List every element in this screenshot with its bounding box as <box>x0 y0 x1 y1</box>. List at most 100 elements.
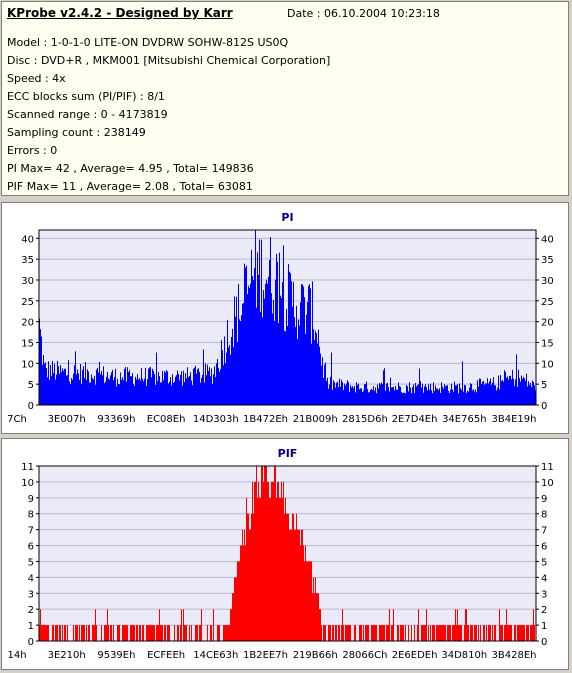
pi-bar <box>505 372 506 405</box>
pi-bar <box>65 368 66 405</box>
pi-xtick-label: 3E007h <box>48 414 86 425</box>
pi-bar <box>146 386 147 405</box>
pi-bar <box>267 283 268 405</box>
pi-bar <box>43 354 44 405</box>
pi-bar <box>425 384 426 405</box>
pi-bar <box>204 382 205 405</box>
pi-bar <box>78 373 79 405</box>
pif-bar <box>363 625 364 641</box>
pif-bar <box>290 529 291 641</box>
pi-bar <box>74 365 75 405</box>
pif-bar <box>501 625 502 641</box>
pif-bar <box>447 625 448 641</box>
pi-bar <box>222 350 223 405</box>
pif-bar <box>408 625 409 641</box>
pi-bar <box>512 369 513 405</box>
pif-bar <box>507 625 508 641</box>
pif-bar <box>453 625 454 641</box>
pi-bar <box>407 386 408 405</box>
pif-bar <box>132 625 133 641</box>
pif-bar <box>296 513 297 641</box>
pif-bar <box>200 625 201 641</box>
pif-bar <box>153 625 154 641</box>
pif-bar <box>375 625 376 641</box>
pi-bar <box>515 379 516 405</box>
pif-bar <box>368 625 369 641</box>
pi-bar <box>529 384 530 405</box>
pif-bar <box>92 625 93 641</box>
pif-bar <box>231 609 232 641</box>
pi-bar <box>392 387 393 405</box>
pi-bar <box>519 378 520 405</box>
pi-xtick-label: 21B009h <box>293 414 338 425</box>
pif-bar <box>434 625 435 641</box>
pif-bar <box>154 625 155 641</box>
pi-bar <box>187 367 188 405</box>
pif-bar <box>130 625 131 641</box>
pif-bar <box>448 625 449 641</box>
pif-bar <box>467 625 468 641</box>
pif-bar <box>452 625 453 641</box>
pi-bar <box>355 392 356 405</box>
pi-bar <box>281 297 282 405</box>
speed-line: Speed : 4x <box>7 72 66 85</box>
pi-bar <box>297 339 298 405</box>
pif-bar <box>252 481 253 641</box>
pi-bar <box>52 360 53 405</box>
pif-bar <box>323 625 324 641</box>
pif-bar <box>52 625 53 641</box>
pif-bar <box>495 625 496 641</box>
pi-xtick-label: 93369h <box>97 414 135 425</box>
pif-bar <box>225 625 226 641</box>
pif-bar <box>313 577 314 641</box>
pi-bar <box>56 374 57 405</box>
pif-ytick-label-left: 7 <box>28 526 34 537</box>
pi-bar <box>61 371 62 405</box>
pi-bar <box>309 284 310 405</box>
info-panel: KProbe v2.4.2 - Designed by Karr Date : … <box>1 1 569 196</box>
pi-ytick-label-left: 20 <box>21 318 34 329</box>
pif-bar <box>237 561 238 641</box>
pif-xtick-label: 28066Ch <box>342 650 387 661</box>
pif-bar <box>256 466 257 641</box>
pif-bar <box>197 625 198 641</box>
pi-bar <box>67 374 68 405</box>
pif-bar <box>266 466 267 641</box>
pif-bar <box>444 625 445 641</box>
pif-bar <box>291 529 292 641</box>
pif-bar <box>311 561 312 641</box>
pi-bar <box>130 376 131 405</box>
pif-bar <box>151 625 152 641</box>
pif-bar <box>510 625 511 641</box>
pi-bar <box>233 347 234 405</box>
pi-bar <box>64 368 65 405</box>
pif-bar <box>367 625 368 641</box>
pif-bar <box>118 625 119 641</box>
pi-bar <box>464 384 465 405</box>
pi-bar <box>287 326 288 405</box>
pi-ytick-label-left: 15 <box>21 339 34 350</box>
pi-bar <box>337 381 338 405</box>
pif-bar <box>450 625 451 641</box>
pi-bar <box>143 381 144 405</box>
pif-bar <box>177 625 178 641</box>
pi-bar <box>249 288 250 405</box>
pi-bar <box>502 379 503 405</box>
pif-bar <box>47 625 48 641</box>
pi-bar <box>372 390 373 405</box>
pi-bar <box>410 387 411 405</box>
pi-bar <box>85 361 86 405</box>
pi-bar <box>371 388 372 405</box>
pi-bar <box>453 391 454 405</box>
pi-bar <box>238 283 239 405</box>
pif-bar <box>423 625 424 641</box>
pi-bar <box>437 388 438 405</box>
pi-bar <box>256 307 257 405</box>
pi-bar <box>321 365 322 405</box>
pif-bar <box>186 625 187 641</box>
pif-bar <box>307 561 308 641</box>
pi-bar <box>499 389 500 405</box>
pi-bar <box>345 385 346 405</box>
pi-bar <box>284 330 285 405</box>
pi-bar <box>311 343 312 405</box>
